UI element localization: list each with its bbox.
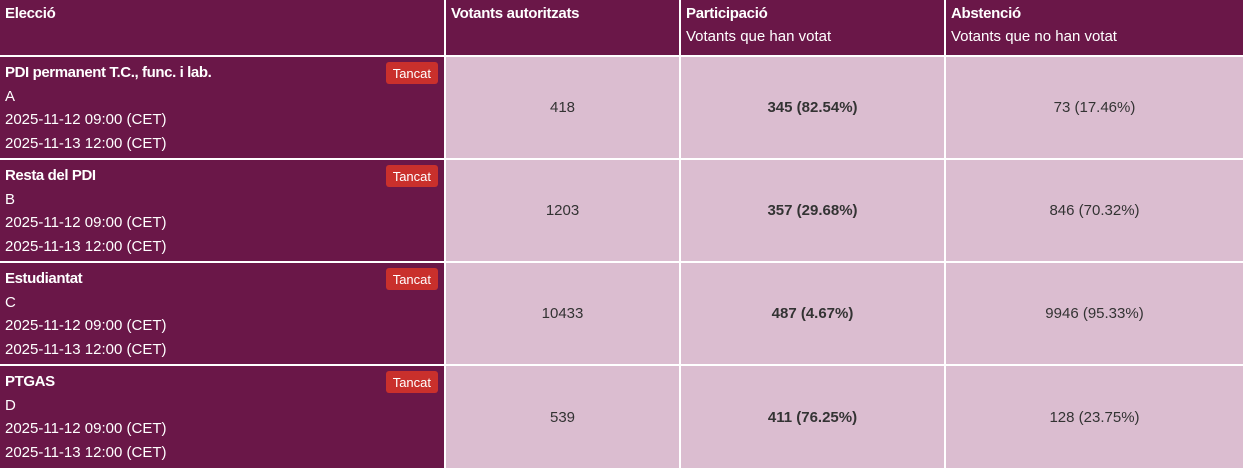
participation-cell: 411 (76.25%) <box>679 364 946 468</box>
table-header-row: Elecció Votants autoritzats Participació… <box>0 0 1243 57</box>
election-name[interactable]: Resta del PDI <box>5 167 96 184</box>
election-name[interactable]: PTGAS <box>5 373 55 390</box>
election-start: 2025-11-12 09:00 (CET) <box>5 420 167 437</box>
header-abstention[interactable]: Abstenció Votants que no han votat <box>944 0 1243 57</box>
election-code: C <box>5 293 16 311</box>
abstention-cell: 73 (17.46%) <box>944 55 1243 160</box>
authorized-cell: 418 <box>444 55 681 160</box>
abstention-cell: 9946 (95.33%) <box>944 261 1243 366</box>
election-cell: PTGAS D 2025-11-12 09:00 (CET) 2025-11-1… <box>0 364 446 468</box>
participation-cell: 487 (4.67%) <box>679 261 946 366</box>
status-badge: Tancat <box>385 268 438 290</box>
header-abstention-label: Abstenció <box>951 5 1021 22</box>
abstention-cell: 128 (23.75%) <box>944 364 1243 468</box>
election-end: 2025-11-13 12:00 (CET) <box>5 340 167 358</box>
election-cell: Resta del PDI B 2025-11-12 09:00 (CET) 2… <box>0 158 446 263</box>
election-code: D <box>5 396 16 414</box>
header-participation-label: Participació <box>686 5 768 22</box>
authorized-cell: 539 <box>444 364 681 468</box>
header-election[interactable]: Elecció <box>0 0 446 57</box>
header-election-label: Elecció <box>5 5 56 22</box>
table-row: Resta del PDI B 2025-11-12 09:00 (CET) 2… <box>0 158 1243 263</box>
header-participation[interactable]: Participació Votants que han votat <box>679 0 946 57</box>
participation-cell: 345 (82.54%) <box>679 55 946 160</box>
authorized-cell: 10433 <box>444 261 681 366</box>
election-start: 2025-11-12 09:00 (CET) <box>5 214 167 231</box>
table-row: Estudiantat C 2025-11-12 09:00 (CET) 202… <box>0 261 1243 366</box>
status-badge: Tancat <box>385 371 438 393</box>
header-abstention-sub: Votants que no han votat <box>951 28 1117 45</box>
election-cell: Estudiantat C 2025-11-12 09:00 (CET) 202… <box>0 261 446 366</box>
participation-cell: 357 (29.68%) <box>679 158 946 263</box>
election-end: 2025-11-13 12:00 (CET) <box>5 237 167 255</box>
election-end: 2025-11-13 12:00 (CET) <box>5 134 167 152</box>
status-badge: Tancat <box>385 165 438 187</box>
election-code: A <box>5 87 16 105</box>
election-end: 2025-11-13 12:00 (CET) <box>5 443 167 461</box>
header-participation-sub: Votants que han votat <box>686 28 832 45</box>
table-row: PTGAS D 2025-11-12 09:00 (CET) 2025-11-1… <box>0 364 1243 468</box>
status-badge: Tancat <box>385 62 438 84</box>
election-name[interactable]: Estudiantat <box>5 270 83 287</box>
election-cell: PDI permanent T.C., func. i lab. A 2025-… <box>0 55 446 160</box>
authorized-cell: 1203 <box>444 158 681 263</box>
election-name[interactable]: PDI permanent T.C., func. i lab. <box>5 64 212 81</box>
header-authorized-label: Votants autoritzats <box>451 5 580 22</box>
election-code: B <box>5 190 16 208</box>
table-row: PDI permanent T.C., func. i lab. A 2025-… <box>0 55 1243 160</box>
election-start: 2025-11-12 09:00 (CET) <box>5 317 167 334</box>
abstention-cell: 846 (70.32%) <box>944 158 1243 263</box>
election-start: 2025-11-12 09:00 (CET) <box>5 111 167 128</box>
header-authorized[interactable]: Votants autoritzats <box>444 0 681 57</box>
